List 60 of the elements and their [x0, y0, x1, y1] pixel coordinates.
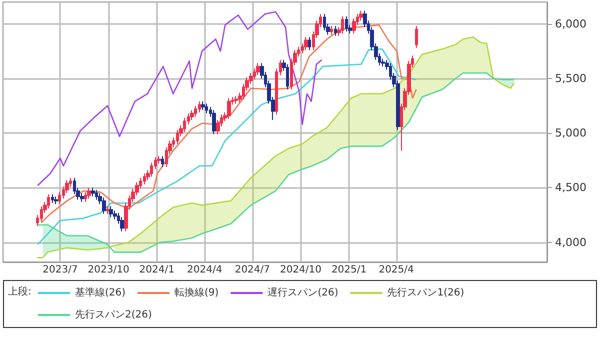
legend-label: 先行スパン2(26) — [75, 308, 152, 320]
candlestick — [120, 216, 124, 232]
candlestick — [334, 26, 337, 36]
y-tick-label: 4,500 — [555, 181, 586, 194]
candlestick — [190, 110, 194, 120]
candlestick — [205, 103, 208, 114]
candlestick — [201, 100, 205, 111]
candlestick — [91, 187, 95, 197]
candlestick — [330, 26, 333, 36]
legend-title: 上段: — [8, 286, 32, 298]
y-tick-label: 5,500 — [555, 72, 586, 85]
candlestick — [176, 129, 179, 145]
candlestick — [345, 16, 348, 32]
candlestick — [359, 10, 363, 22]
candlestick — [308, 36, 311, 51]
line-series — [37, 48, 417, 246]
candlestick — [51, 194, 54, 204]
y-tick-label: 5,000 — [555, 126, 586, 140]
candlestick — [54, 196, 58, 205]
candlestick — [286, 64, 289, 90]
x-tick-label: 2024/1 — [139, 264, 174, 276]
x-tick-label: 2024/7 — [234, 264, 270, 276]
candlestick — [341, 16, 344, 34]
candlestick — [113, 210, 117, 220]
y-tick-label: 4,000 — [555, 236, 586, 249]
line-series — [36, 36, 515, 258]
legend-label: 遅行スパン(26) — [268, 286, 338, 298]
x-tick-label: 2025/1 — [331, 264, 367, 276]
line-series — [40, 24, 417, 224]
legend-label: 基準線(26) — [75, 286, 126, 298]
candlestick — [194, 105, 197, 118]
candlestick — [183, 117, 186, 132]
legend-label: 先行スパン1(26) — [387, 286, 464, 298]
candlestick — [47, 194, 50, 209]
candlestick — [227, 98, 231, 120]
candlestick — [102, 197, 106, 214]
candlestick — [212, 110, 216, 135]
candlestick — [161, 156, 164, 168]
candlestick — [84, 192, 87, 202]
candlestick — [106, 206, 109, 214]
candlestick — [40, 206, 43, 222]
candlestick — [304, 36, 308, 51]
candlestick — [95, 189, 98, 200]
x-tick-label: 2023/7 — [42, 264, 78, 276]
line-series — [37, 11, 322, 186]
candlestick — [198, 100, 201, 113]
candlestick — [109, 206, 113, 218]
candlestick — [87, 187, 91, 200]
x-tick-label: 2024/10 — [280, 264, 322, 276]
x-tick-label: 2023/10 — [88, 264, 130, 276]
x-tick-label: 2024/4 — [187, 264, 222, 276]
candlestick — [256, 62, 260, 76]
y-tick-label: 6,000 — [555, 17, 586, 30]
candlestick — [143, 173, 146, 185]
candlestick — [352, 18, 356, 34]
candlestick — [415, 26, 418, 48]
candlestick — [323, 14, 326, 31]
x-tick-label: 2025/4 — [378, 264, 414, 276]
candlestick — [234, 95, 238, 104]
legend-label: 転換線(9) — [174, 286, 219, 298]
